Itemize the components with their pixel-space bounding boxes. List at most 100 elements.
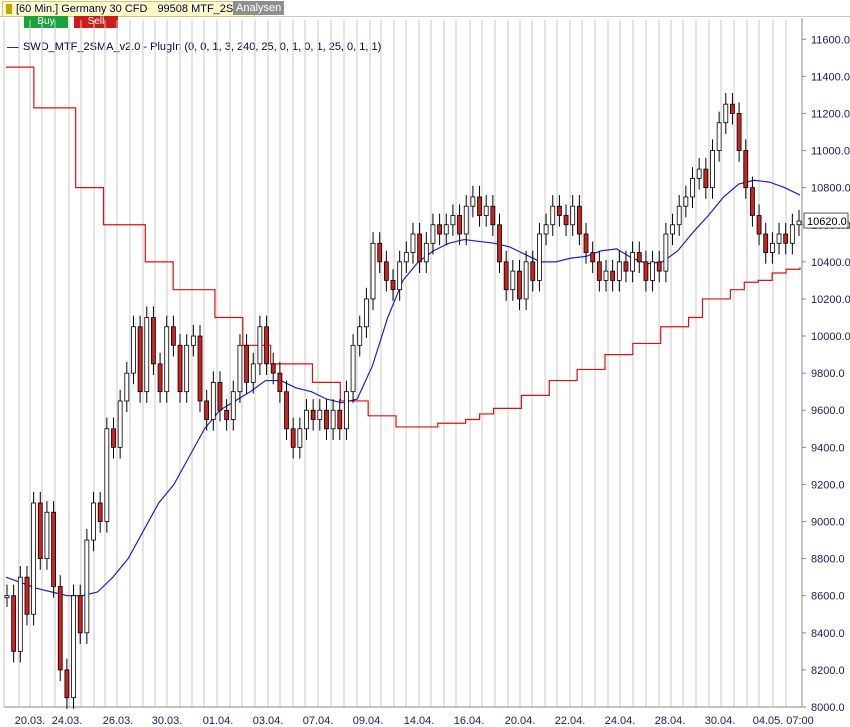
x-tick-label: 04.05. [753, 715, 784, 727]
y-tick-label: 8400.0 [811, 628, 845, 640]
sell-button[interactable]: Sell [74, 16, 118, 28]
x-tick-label: 20.03. [15, 715, 46, 727]
price-candle [397, 261, 403, 291]
price-candle [776, 233, 782, 244]
x-tick-label: 03.04. [253, 715, 284, 727]
price-candle [497, 224, 502, 263]
y-tick-label: 9800.0 [811, 368, 845, 380]
y-tick-label: 10400.0 [811, 257, 850, 269]
y-tick-label: 11000.0 [811, 146, 850, 158]
price-candle [304, 409, 309, 430]
price-candle [4, 595, 10, 599]
y-tick-label: 8200.0 [811, 665, 845, 677]
price-candle [190, 335, 196, 346]
price-candle [643, 261, 649, 281]
price-candle [576, 205, 582, 235]
instrument-title-strip[interactable]: [60 Min.] Germany 30 CFD 99508 MTF_2SMA [2, 1, 255, 17]
price-candle [91, 502, 96, 541]
price-candle [24, 576, 30, 615]
price-candle [117, 400, 123, 448]
price-candle [237, 344, 243, 393]
chart-header: [60 Min.] Germany 30 CFD 99508 MTF_2SMA … [0, 0, 850, 17]
price-candle [324, 409, 329, 430]
price-candle [403, 252, 409, 263]
stop-level-line [6, 66, 801, 428]
y-tick-label: 9000.0 [811, 517, 845, 529]
price-candle [97, 502, 103, 522]
x-tick-label: 26.03. [103, 715, 134, 727]
price-candle [184, 344, 190, 393]
price-candle [383, 261, 389, 281]
price-candle [723, 103, 729, 124]
price-candle [736, 113, 742, 151]
price-candle [357, 326, 363, 346]
price-candle [763, 233, 769, 253]
price-candle [523, 261, 529, 300]
y-tick-label: 8600.0 [811, 591, 845, 603]
price-candle [503, 261, 509, 291]
x-tick-label: 01.04. [203, 715, 234, 727]
x-tick-label: 30.04. [705, 715, 736, 727]
y-tick-label: 10000.0 [811, 331, 850, 343]
price-candle [210, 382, 216, 420]
price-candle [151, 317, 156, 365]
price-candle [610, 270, 616, 281]
x-tick-label: 16.04. [454, 715, 485, 727]
price-candle [297, 428, 303, 448]
price-candle [170, 326, 176, 346]
price-candle [616, 261, 622, 281]
price-candle [257, 326, 263, 365]
price-candle [756, 215, 762, 235]
x-tick-label: 28.04. [655, 715, 686, 727]
price-candle [350, 344, 356, 393]
y-tick-label: 11200.0 [811, 108, 850, 120]
y-tick-label: 11600.0 [811, 34, 850, 46]
price-candle [224, 409, 230, 420]
price-candle [230, 391, 236, 420]
buy-button[interactable]: Buy [24, 16, 68, 28]
price-candle [450, 215, 456, 226]
price-candle [557, 205, 562, 216]
x-tick-label: 09.04. [353, 715, 384, 727]
price-candle [51, 511, 56, 587]
price-candle [769, 242, 775, 253]
price-candle [510, 270, 516, 291]
indicator-legend-text: SWD_MTF_2SMA_v2.0 - PlugIn (0, 0, 1, 3, … [23, 41, 382, 53]
price-candle [537, 233, 542, 281]
price-candle [543, 224, 549, 235]
y-tick-label: 9600.0 [811, 405, 845, 417]
price-candle [77, 595, 83, 634]
price-candle [730, 103, 735, 114]
price-candle [750, 187, 755, 216]
analysen-button[interactable]: Analysen [233, 1, 285, 15]
price-candle [44, 511, 50, 560]
price-candle [37, 502, 43, 560]
price-candle [131, 326, 136, 374]
price-candle [789, 224, 795, 244]
price-candle [57, 586, 63, 671]
price-candle [144, 317, 150, 393]
price-candle [437, 224, 443, 235]
price-candle [683, 196, 689, 207]
price-candle [690, 177, 695, 198]
price-candle [344, 391, 349, 430]
price-candle [443, 224, 449, 235]
x-tick-label: 20.04. [505, 715, 536, 727]
price-candle [197, 335, 203, 402]
instrument-title: [60 Min.] Germany 30 CFD [16, 3, 148, 15]
y-tick-label: 11400.0 [811, 71, 850, 83]
price-candle [430, 224, 436, 244]
price-candle [277, 372, 283, 393]
price-candle [783, 233, 789, 244]
price-candle [330, 409, 336, 430]
price-candle [530, 261, 536, 281]
price-candle [463, 205, 469, 235]
x-tick-label: 22.04. [555, 715, 586, 727]
price-candle [377, 242, 383, 263]
x-tick-label: 14.04. [404, 715, 435, 727]
instrument-icon [6, 4, 12, 14]
price-candle [457, 215, 462, 235]
price-candle [111, 428, 116, 448]
price-candle [250, 363, 256, 383]
